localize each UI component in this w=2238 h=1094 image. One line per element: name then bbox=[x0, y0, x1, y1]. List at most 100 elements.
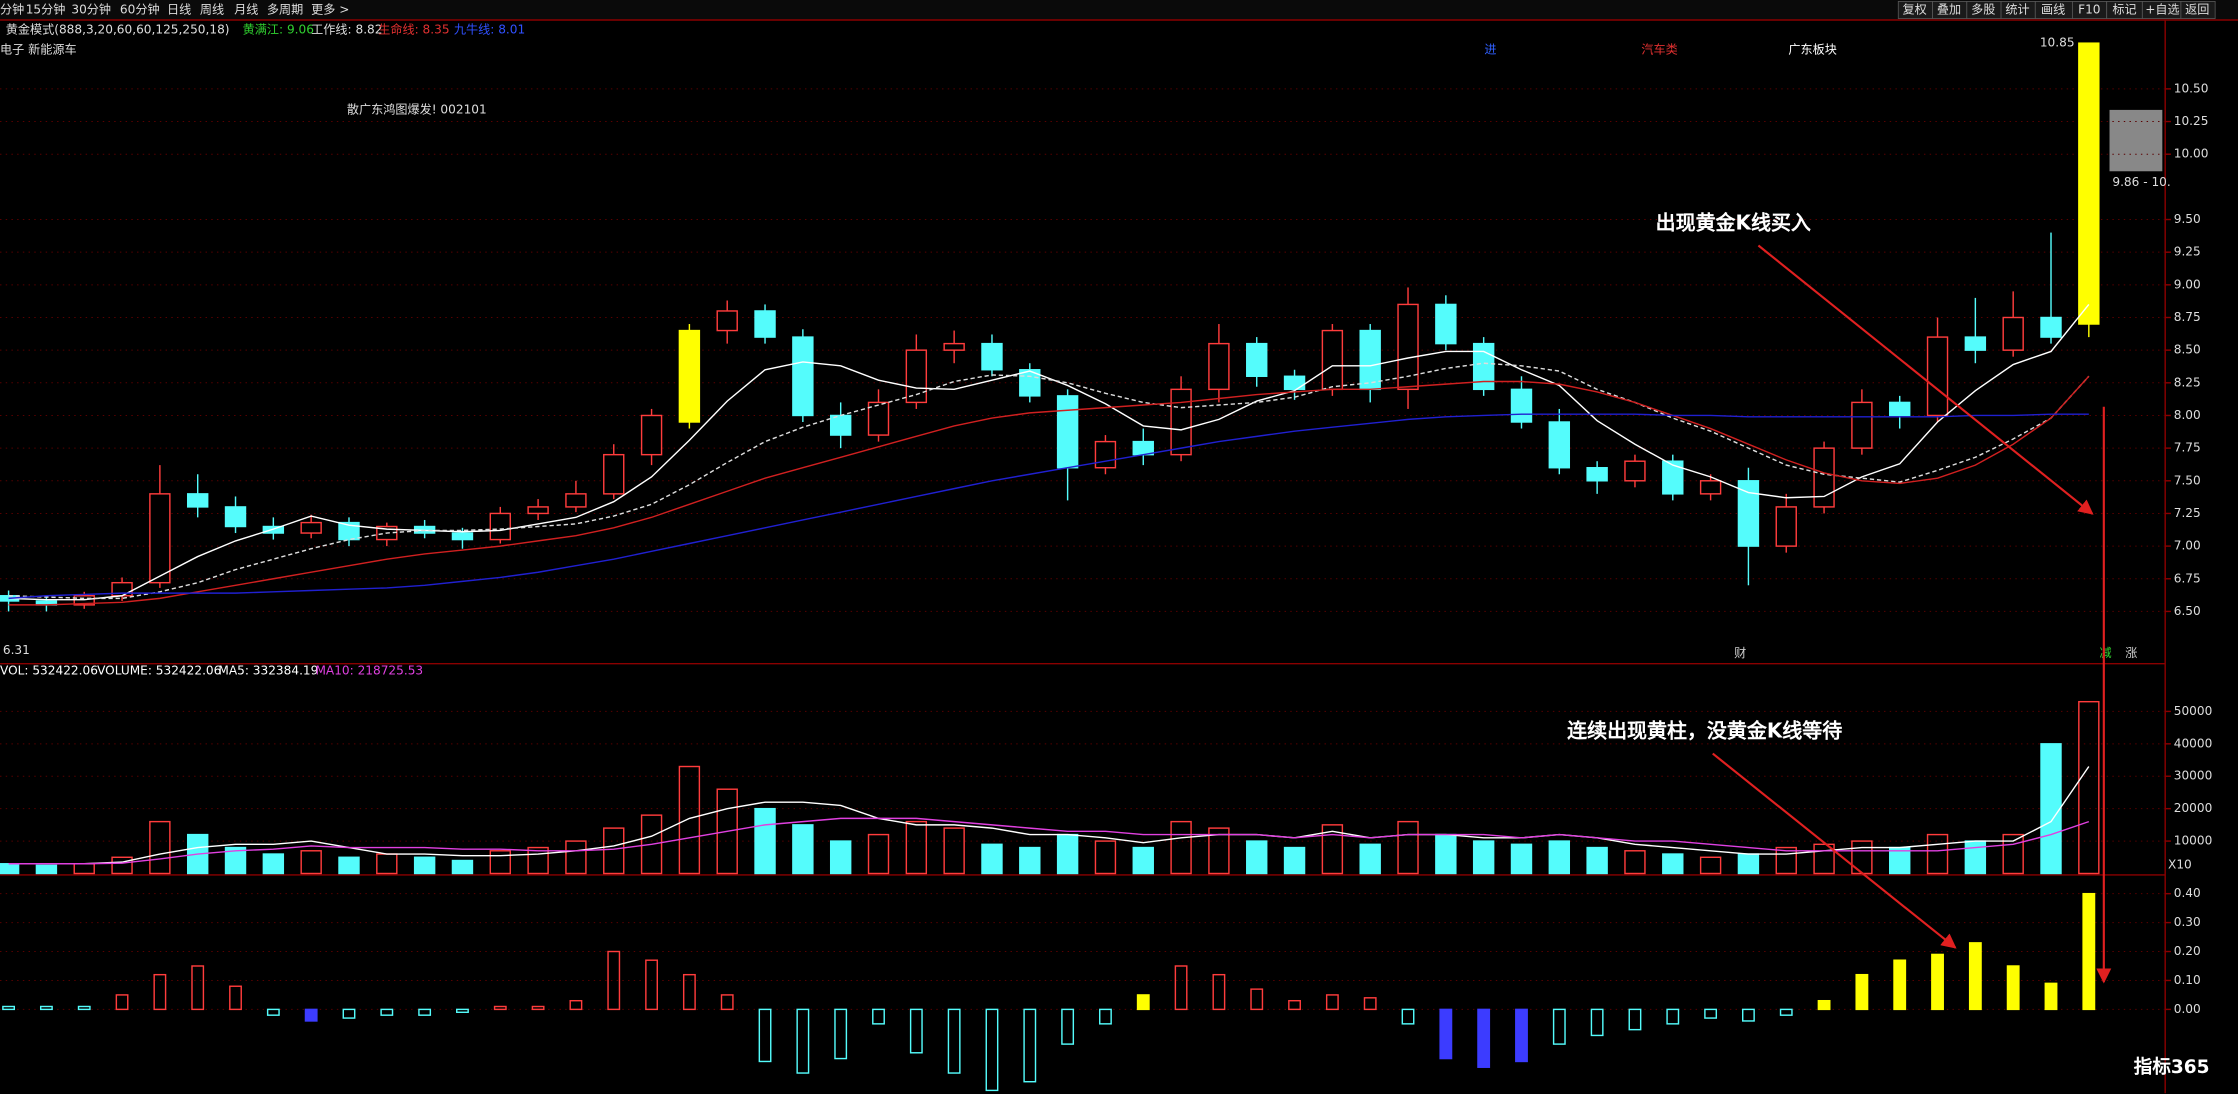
candle-body bbox=[1359, 329, 1381, 391]
y-tick-label: 7.50 bbox=[2174, 473, 2201, 487]
bar bbox=[1099, 1008, 1112, 1025]
candle-body bbox=[867, 401, 890, 436]
bar bbox=[1283, 846, 1306, 875]
event-marker: 涨 bbox=[2125, 645, 2137, 660]
candle-body bbox=[2078, 42, 2100, 325]
bar bbox=[2, 1005, 16, 1011]
button[interactable]: +自选 bbox=[2145, 2, 2179, 16]
y-tick-label: 50000 bbox=[2174, 704, 2213, 718]
bar bbox=[758, 1008, 772, 1063]
candle-body bbox=[565, 493, 587, 508]
tab[interactable]: 更多 > bbox=[311, 2, 349, 16]
button[interactable]: 标记 bbox=[2112, 2, 2136, 16]
y-tick-label: 6.75 bbox=[2174, 571, 2201, 585]
bar bbox=[943, 827, 965, 875]
bar bbox=[678, 765, 701, 875]
button[interactable]: 复权 bbox=[1903, 2, 1927, 16]
bar bbox=[1775, 846, 1797, 875]
bar bbox=[39, 1005, 53, 1011]
bar bbox=[1893, 959, 1907, 1011]
tab[interactable]: 分钟 bbox=[0, 1, 24, 16]
candle-body bbox=[1283, 375, 1306, 391]
ma-line bbox=[8, 817, 2090, 865]
candle-body bbox=[1435, 303, 1457, 345]
bar bbox=[829, 840, 852, 875]
y-tick-label: 10.50 bbox=[2174, 81, 2209, 95]
volume-legend: VOL: 532422.06 bbox=[0, 663, 98, 677]
candle-body bbox=[1851, 401, 1873, 449]
bar bbox=[451, 859, 474, 875]
bar bbox=[1855, 973, 1869, 1011]
candle-body bbox=[1472, 342, 1495, 391]
candle-body bbox=[1662, 460, 1684, 495]
bar bbox=[716, 788, 738, 875]
indicator-value: 生命线: 8.35 bbox=[378, 21, 449, 36]
bar bbox=[338, 856, 360, 875]
candle-body bbox=[527, 506, 549, 515]
candle-body bbox=[1246, 342, 1268, 377]
bar bbox=[607, 950, 621, 1011]
ma-line bbox=[8, 766, 2090, 865]
bar bbox=[1968, 942, 1982, 1011]
y-tick-label: 20000 bbox=[2174, 801, 2213, 815]
bar bbox=[1817, 999, 1831, 1011]
bar bbox=[1359, 843, 1381, 875]
arrow bbox=[1757, 244, 2094, 515]
bar bbox=[1174, 965, 1188, 1011]
candle-body bbox=[1132, 440, 1154, 456]
candle-body bbox=[981, 342, 1003, 371]
tab[interactable]: 60分钟 bbox=[120, 1, 160, 16]
y-tick-label: 0.30 bbox=[2174, 915, 2201, 929]
y-tick-label: 0.10 bbox=[2174, 973, 2201, 987]
tab[interactable]: 日线 bbox=[167, 2, 191, 16]
y-tick-label: 8.25 bbox=[2174, 375, 2201, 389]
bar bbox=[1170, 820, 1192, 875]
y-tick-label: 0.20 bbox=[2174, 944, 2201, 958]
scale-label: X10 bbox=[2168, 857, 2192, 871]
bar bbox=[1023, 1008, 1037, 1083]
toolbar bbox=[0, 0, 2238, 20]
tab[interactable]: 周线 bbox=[200, 2, 224, 16]
bar bbox=[149, 820, 171, 875]
button[interactable]: 返回 bbox=[2185, 2, 2209, 16]
low-label: 6.31 bbox=[3, 643, 30, 657]
event-marker: 财 bbox=[1734, 646, 1746, 660]
button[interactable]: 画线 bbox=[2041, 2, 2065, 16]
tab[interactable]: 多周期 bbox=[267, 2, 303, 16]
bar bbox=[565, 840, 587, 875]
bar bbox=[1019, 846, 1041, 875]
bar bbox=[1288, 999, 1301, 1011]
bar bbox=[527, 846, 549, 875]
bar bbox=[1321, 824, 1344, 875]
bar bbox=[1548, 840, 1571, 875]
bar bbox=[1397, 820, 1419, 875]
overlay-box bbox=[2109, 109, 2163, 172]
bar bbox=[1061, 1008, 1075, 1045]
button[interactable]: 统计 bbox=[2005, 2, 2029, 16]
bar bbox=[111, 856, 133, 875]
tab[interactable]: 15分钟 bbox=[26, 1, 66, 16]
tab[interactable]: 30分钟 bbox=[71, 1, 111, 16]
y-tick-label: 9.25 bbox=[2174, 245, 2201, 259]
bar bbox=[2082, 892, 2096, 1011]
bar bbox=[603, 827, 625, 875]
button[interactable]: 叠加 bbox=[1937, 2, 1961, 16]
y-tick-label: 8.75 bbox=[2174, 310, 2201, 324]
candle-body bbox=[678, 329, 701, 423]
candle-body bbox=[1321, 329, 1344, 391]
bar bbox=[682, 973, 696, 1011]
button[interactable]: F10 bbox=[2078, 2, 2100, 16]
bar bbox=[1666, 1008, 1680, 1025]
candle-body bbox=[1737, 480, 1760, 547]
button[interactable]: 多股 bbox=[1971, 2, 1995, 16]
candle-body bbox=[1586, 467, 1608, 482]
tab[interactable]: 月线 bbox=[234, 2, 258, 16]
bar bbox=[1136, 994, 1150, 1011]
bar bbox=[1931, 953, 1944, 1011]
bar bbox=[2078, 700, 2100, 875]
bar bbox=[1552, 1008, 1566, 1045]
candle-body bbox=[1094, 440, 1117, 469]
candle-body bbox=[186, 493, 209, 508]
y-tick-label: 30000 bbox=[2174, 769, 2213, 783]
